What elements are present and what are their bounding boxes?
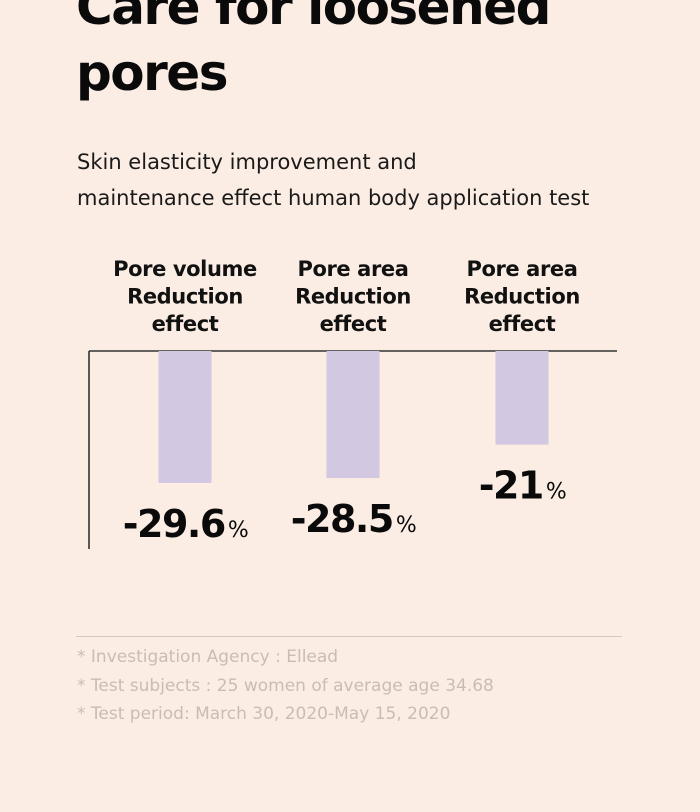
footnotes: * Investigation Agency : Ellead * Test s…	[77, 643, 494, 729]
data-label-unit: %	[396, 513, 416, 538]
bar	[326, 351, 380, 479]
category-label: Pore volume Reduction effect	[113, 257, 257, 336]
data-label-value: -28.5	[291, 497, 393, 541]
category-label-line: effect	[489, 312, 556, 336]
data-label-unit: %	[546, 480, 566, 505]
bar	[158, 351, 212, 483]
category-label-line: effect	[152, 312, 219, 336]
pore-reduction-chart: Pore volume Reduction effect -29.6 % Pore are…	[88, 257, 617, 549]
footnote-agency: * Investigation Agency : Ellead	[77, 647, 339, 667]
page-title-line-1: Care for loosened	[76, 0, 551, 36]
category-label: Pore area Reduction effect	[464, 257, 580, 336]
page-title-line-2: pores	[76, 44, 228, 102]
category-label-line: Reduction	[127, 285, 243, 309]
page-title: Care for loosened pores	[76, 0, 551, 106]
data-label: -29.6%	[123, 502, 248, 546]
footnote-subjects: * Test subjects : 25 women of average ag…	[77, 675, 494, 696]
data-label: -21%	[479, 464, 566, 508]
data-label-value: -29.6	[123, 502, 225, 546]
footnote-divider	[76, 636, 622, 637]
data-label: -28.5%	[291, 497, 416, 541]
category-label-line: Reduction	[464, 285, 580, 309]
subtitle-line-2: maintenance effect human body applicatio…	[77, 186, 590, 210]
footnote-period: * Test period: March 30, 2020-May 15, 20…	[77, 704, 451, 724]
category-label-line: Pore area	[466, 257, 577, 281]
category-label: Pore area Reduction effect	[295, 257, 411, 336]
category-label-line: Reduction	[295, 285, 411, 309]
data-label-value: -21	[479, 464, 543, 508]
bar	[495, 351, 549, 445]
category-label-line: Pore area	[297, 257, 408, 281]
data-label-unit: %	[228, 518, 248, 543]
category-label-line: effect	[320, 312, 387, 336]
chart-subtitle: Skin elasticity improvement and maintena…	[77, 144, 677, 216]
category-label-line: Pore volume	[113, 257, 257, 281]
subtitle-line-1: Skin elasticity improvement and	[77, 150, 417, 174]
